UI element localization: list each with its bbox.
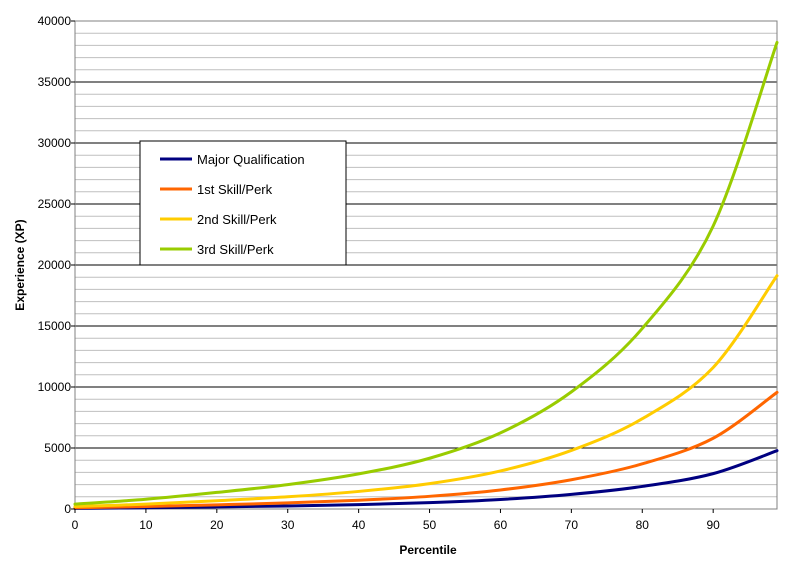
x-tick-label: 20 [210, 518, 224, 532]
y-tick-label: 15000 [38, 319, 72, 333]
y-tick-label: 35000 [38, 75, 72, 89]
minor-grid [75, 32, 777, 498]
x-tick-label: 80 [636, 518, 650, 532]
series-line-2 [73, 390, 779, 510]
x-tick-label: 30 [281, 518, 295, 532]
y-tick-label: 5000 [44, 441, 71, 455]
legend: Major Qualification 1st Skill/Perk 2nd Ski… [139, 140, 347, 266]
y-tick-label: 40000 [38, 14, 72, 28]
x-tick-label: 60 [494, 518, 508, 532]
series-line-4 [73, 40, 779, 506]
x-axis-title: Percentile [399, 543, 457, 557]
y-axis-ticks: 0 5000 10000 15000 20000 25000 30000 35000 40000 [38, 14, 75, 516]
legend-label: 1st Skill/Perk [197, 182, 273, 197]
series-line-1 [73, 449, 779, 510]
y-tick-label: 0 [64, 502, 71, 516]
y-tick-label: 25000 [38, 197, 72, 211]
y-tick-label: 30000 [38, 136, 72, 150]
x-tick-label: 10 [139, 518, 153, 532]
legend-label: 3rd Skill/Perk [197, 242, 274, 257]
x-tick-label: 40 [352, 518, 366, 532]
x-tick-label: 50 [423, 518, 437, 532]
y-tick-label: 20000 [38, 258, 72, 272]
legend-label: Major Qualification [197, 152, 305, 167]
y-axis-title: Experience (XP) [13, 219, 27, 310]
y-tick-label: 10000 [38, 380, 72, 394]
legend-label: 2nd Skill/Perk [197, 212, 277, 227]
x-tick-label: 90 [707, 518, 721, 532]
x-tick-label: 70 [565, 518, 579, 532]
x-tick-label: 0 [72, 518, 79, 532]
series-line-3 [73, 274, 779, 509]
legend-box [139, 140, 347, 266]
x-axis-ticks: 0 10 20 30 40 50 60 70 80 90 [72, 509, 721, 532]
series-lines [73, 40, 779, 510]
